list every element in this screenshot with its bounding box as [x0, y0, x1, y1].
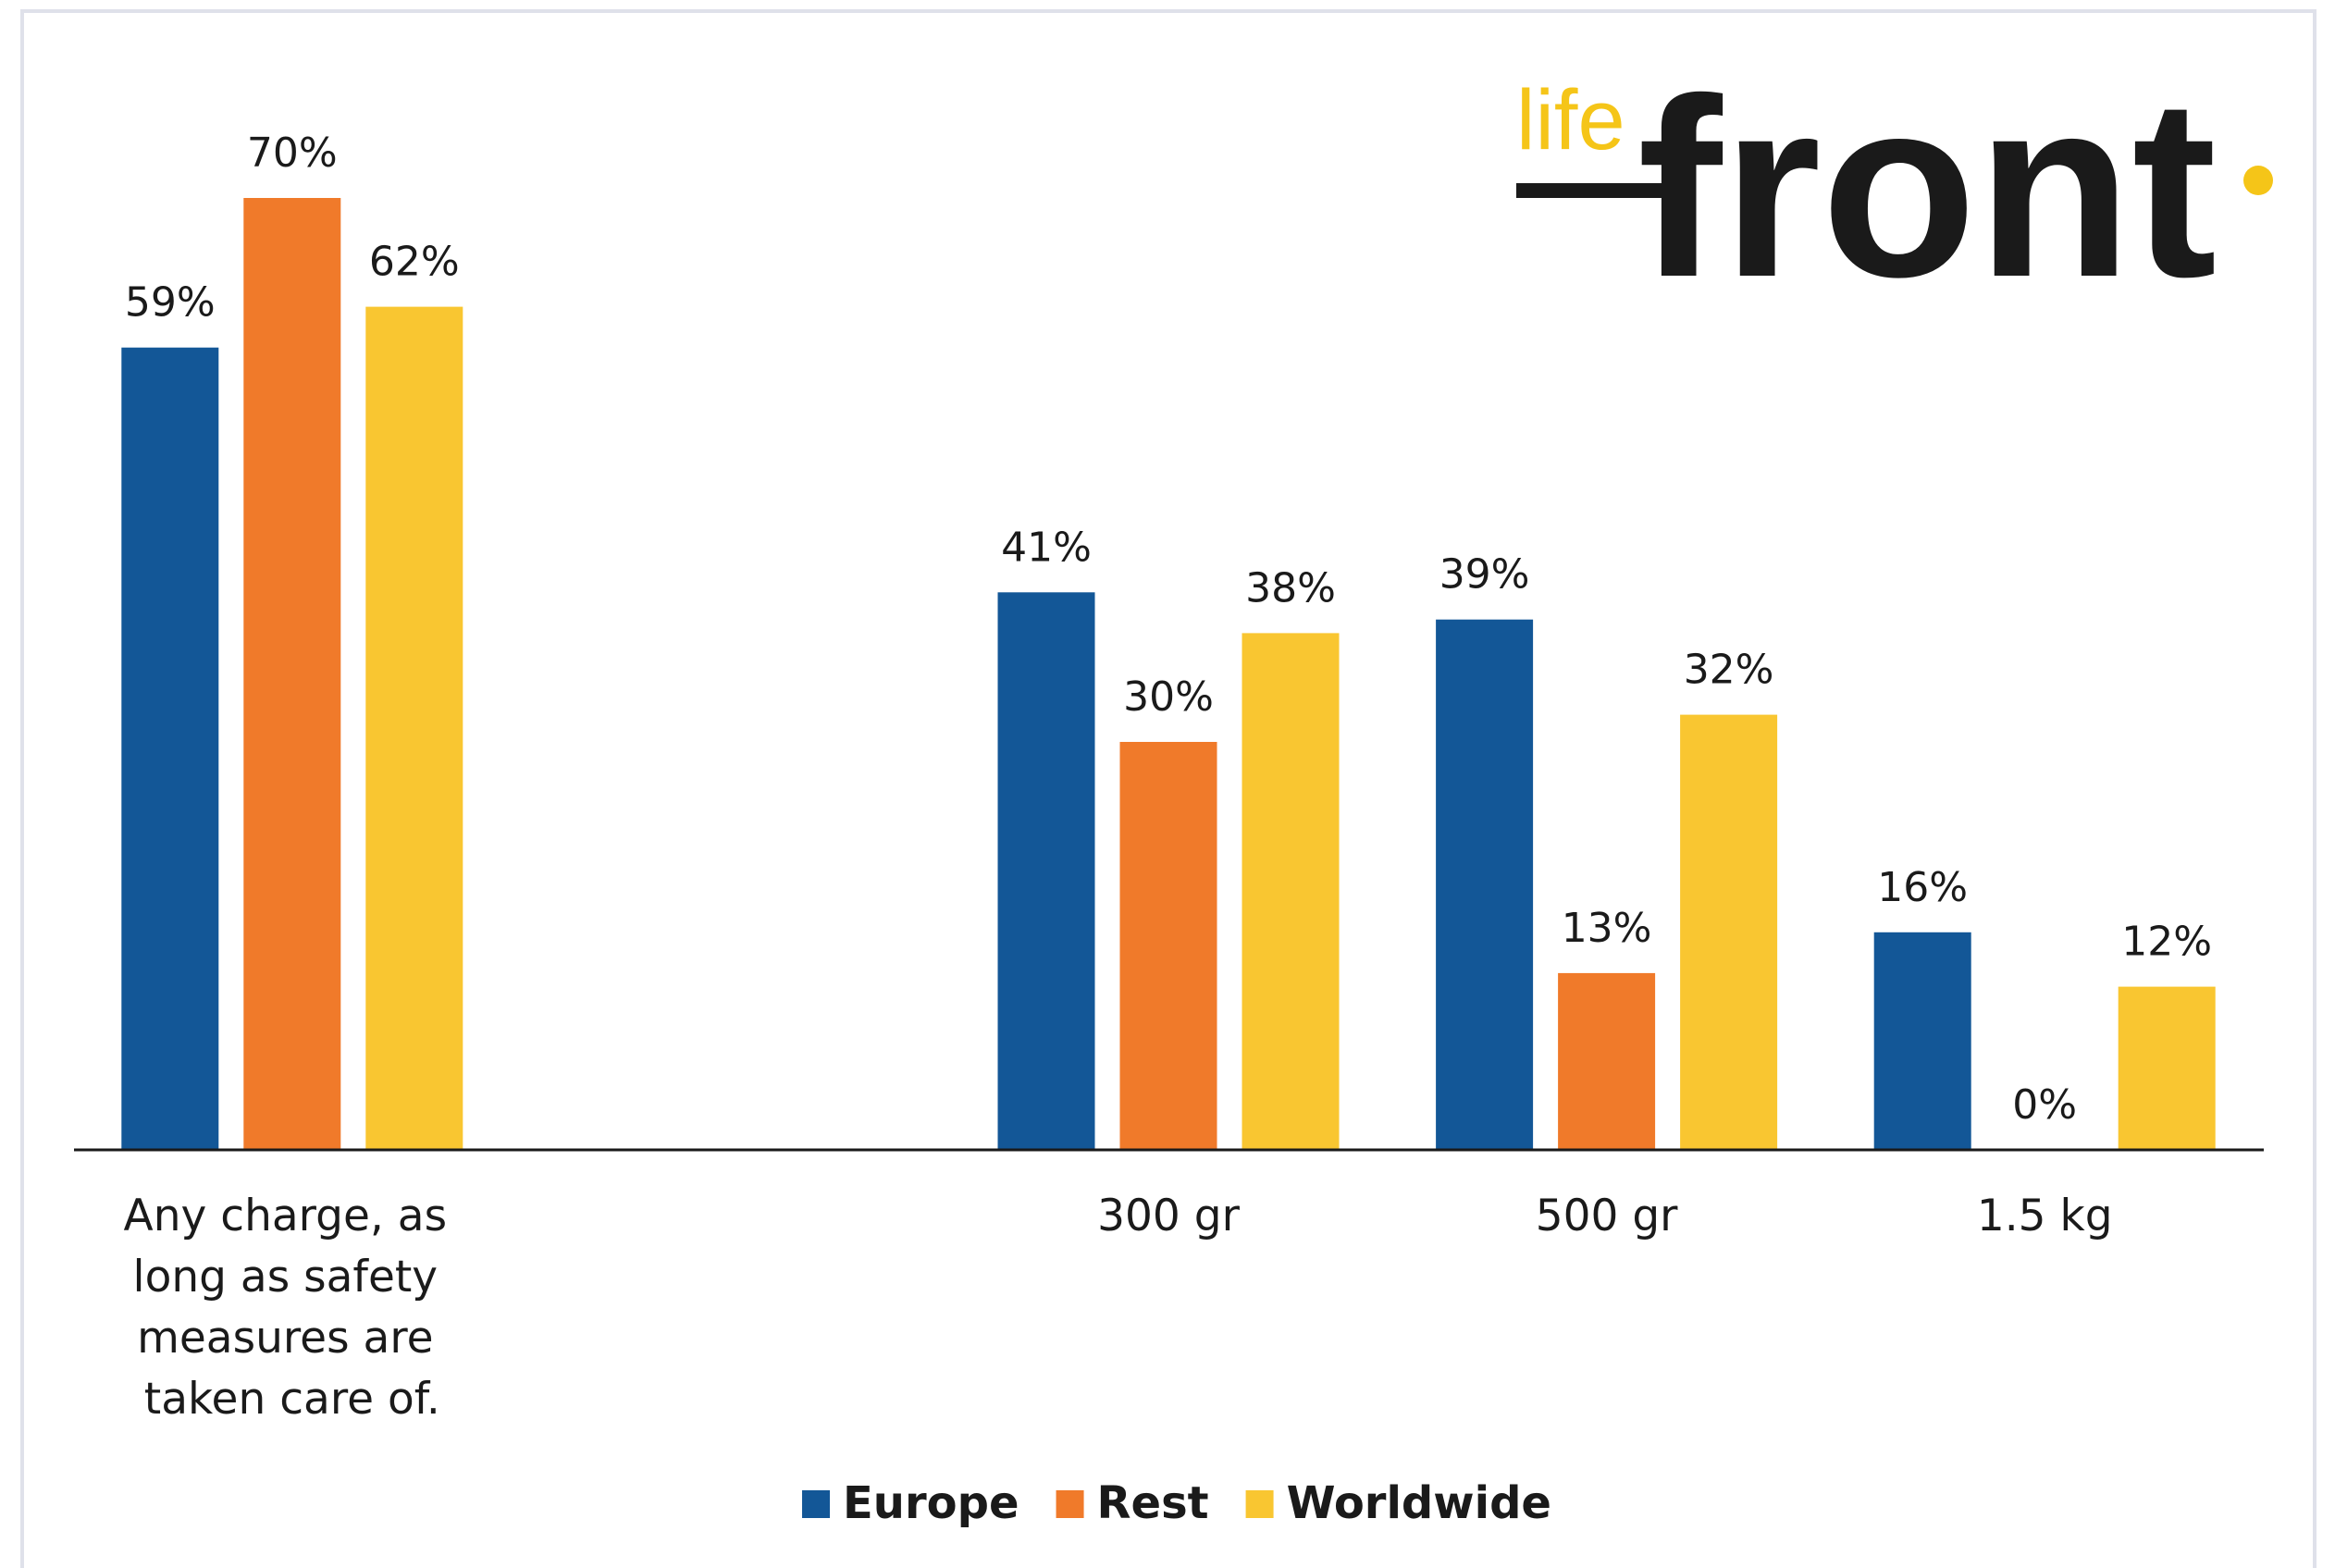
- bar: [243, 198, 341, 1150]
- data-label: 30%: [1123, 673, 1214, 721]
- bar: [365, 306, 463, 1151]
- data-label: 39%: [1439, 551, 1530, 599]
- data-label: 59%: [125, 279, 216, 327]
- x-tick-label: 1.5 kg: [1977, 1191, 2113, 1241]
- legend-swatch: [1245, 1490, 1274, 1518]
- bar: [1436, 619, 1534, 1150]
- frame: [20, 9, 2316, 1568]
- data-label: 41%: [1001, 524, 1092, 571]
- bar: [1242, 633, 1340, 1150]
- bar: [1680, 714, 1778, 1150]
- bar: [121, 347, 219, 1150]
- legend-label: Worldwide: [1287, 1477, 1551, 1529]
- legend-label: Rest: [1097, 1477, 1209, 1529]
- data-label: 16%: [1877, 864, 1968, 911]
- legend-swatch: [802, 1490, 831, 1518]
- data-label: 13%: [1562, 905, 1652, 952]
- x-tick-label: 500 gr: [1536, 1191, 1678, 1241]
- x-tick-label: 300 gr: [1097, 1191, 1240, 1241]
- bar: [997, 592, 1095, 1150]
- data-label: 70%: [247, 130, 338, 177]
- data-label: 0%: [2012, 1081, 2077, 1129]
- legend-label: Europe: [843, 1477, 1019, 1529]
- bar: [2118, 986, 2216, 1150]
- logo-dot: [2243, 166, 2273, 195]
- data-label: 32%: [1684, 647, 1774, 694]
- data-label: 12%: [2121, 919, 2212, 966]
- data-label: 62%: [369, 239, 460, 286]
- logo-main: front: [1637, 46, 2217, 330]
- bar: [1873, 932, 1971, 1150]
- bar: [1119, 742, 1217, 1150]
- legend-swatch: [1056, 1490, 1084, 1518]
- bar: [1558, 972, 1656, 1150]
- x-tick-label: Any charge, as long as safety measures a…: [124, 1191, 461, 1425]
- logo-top: life: [1516, 73, 1625, 167]
- data-label: 38%: [1245, 564, 1336, 611]
